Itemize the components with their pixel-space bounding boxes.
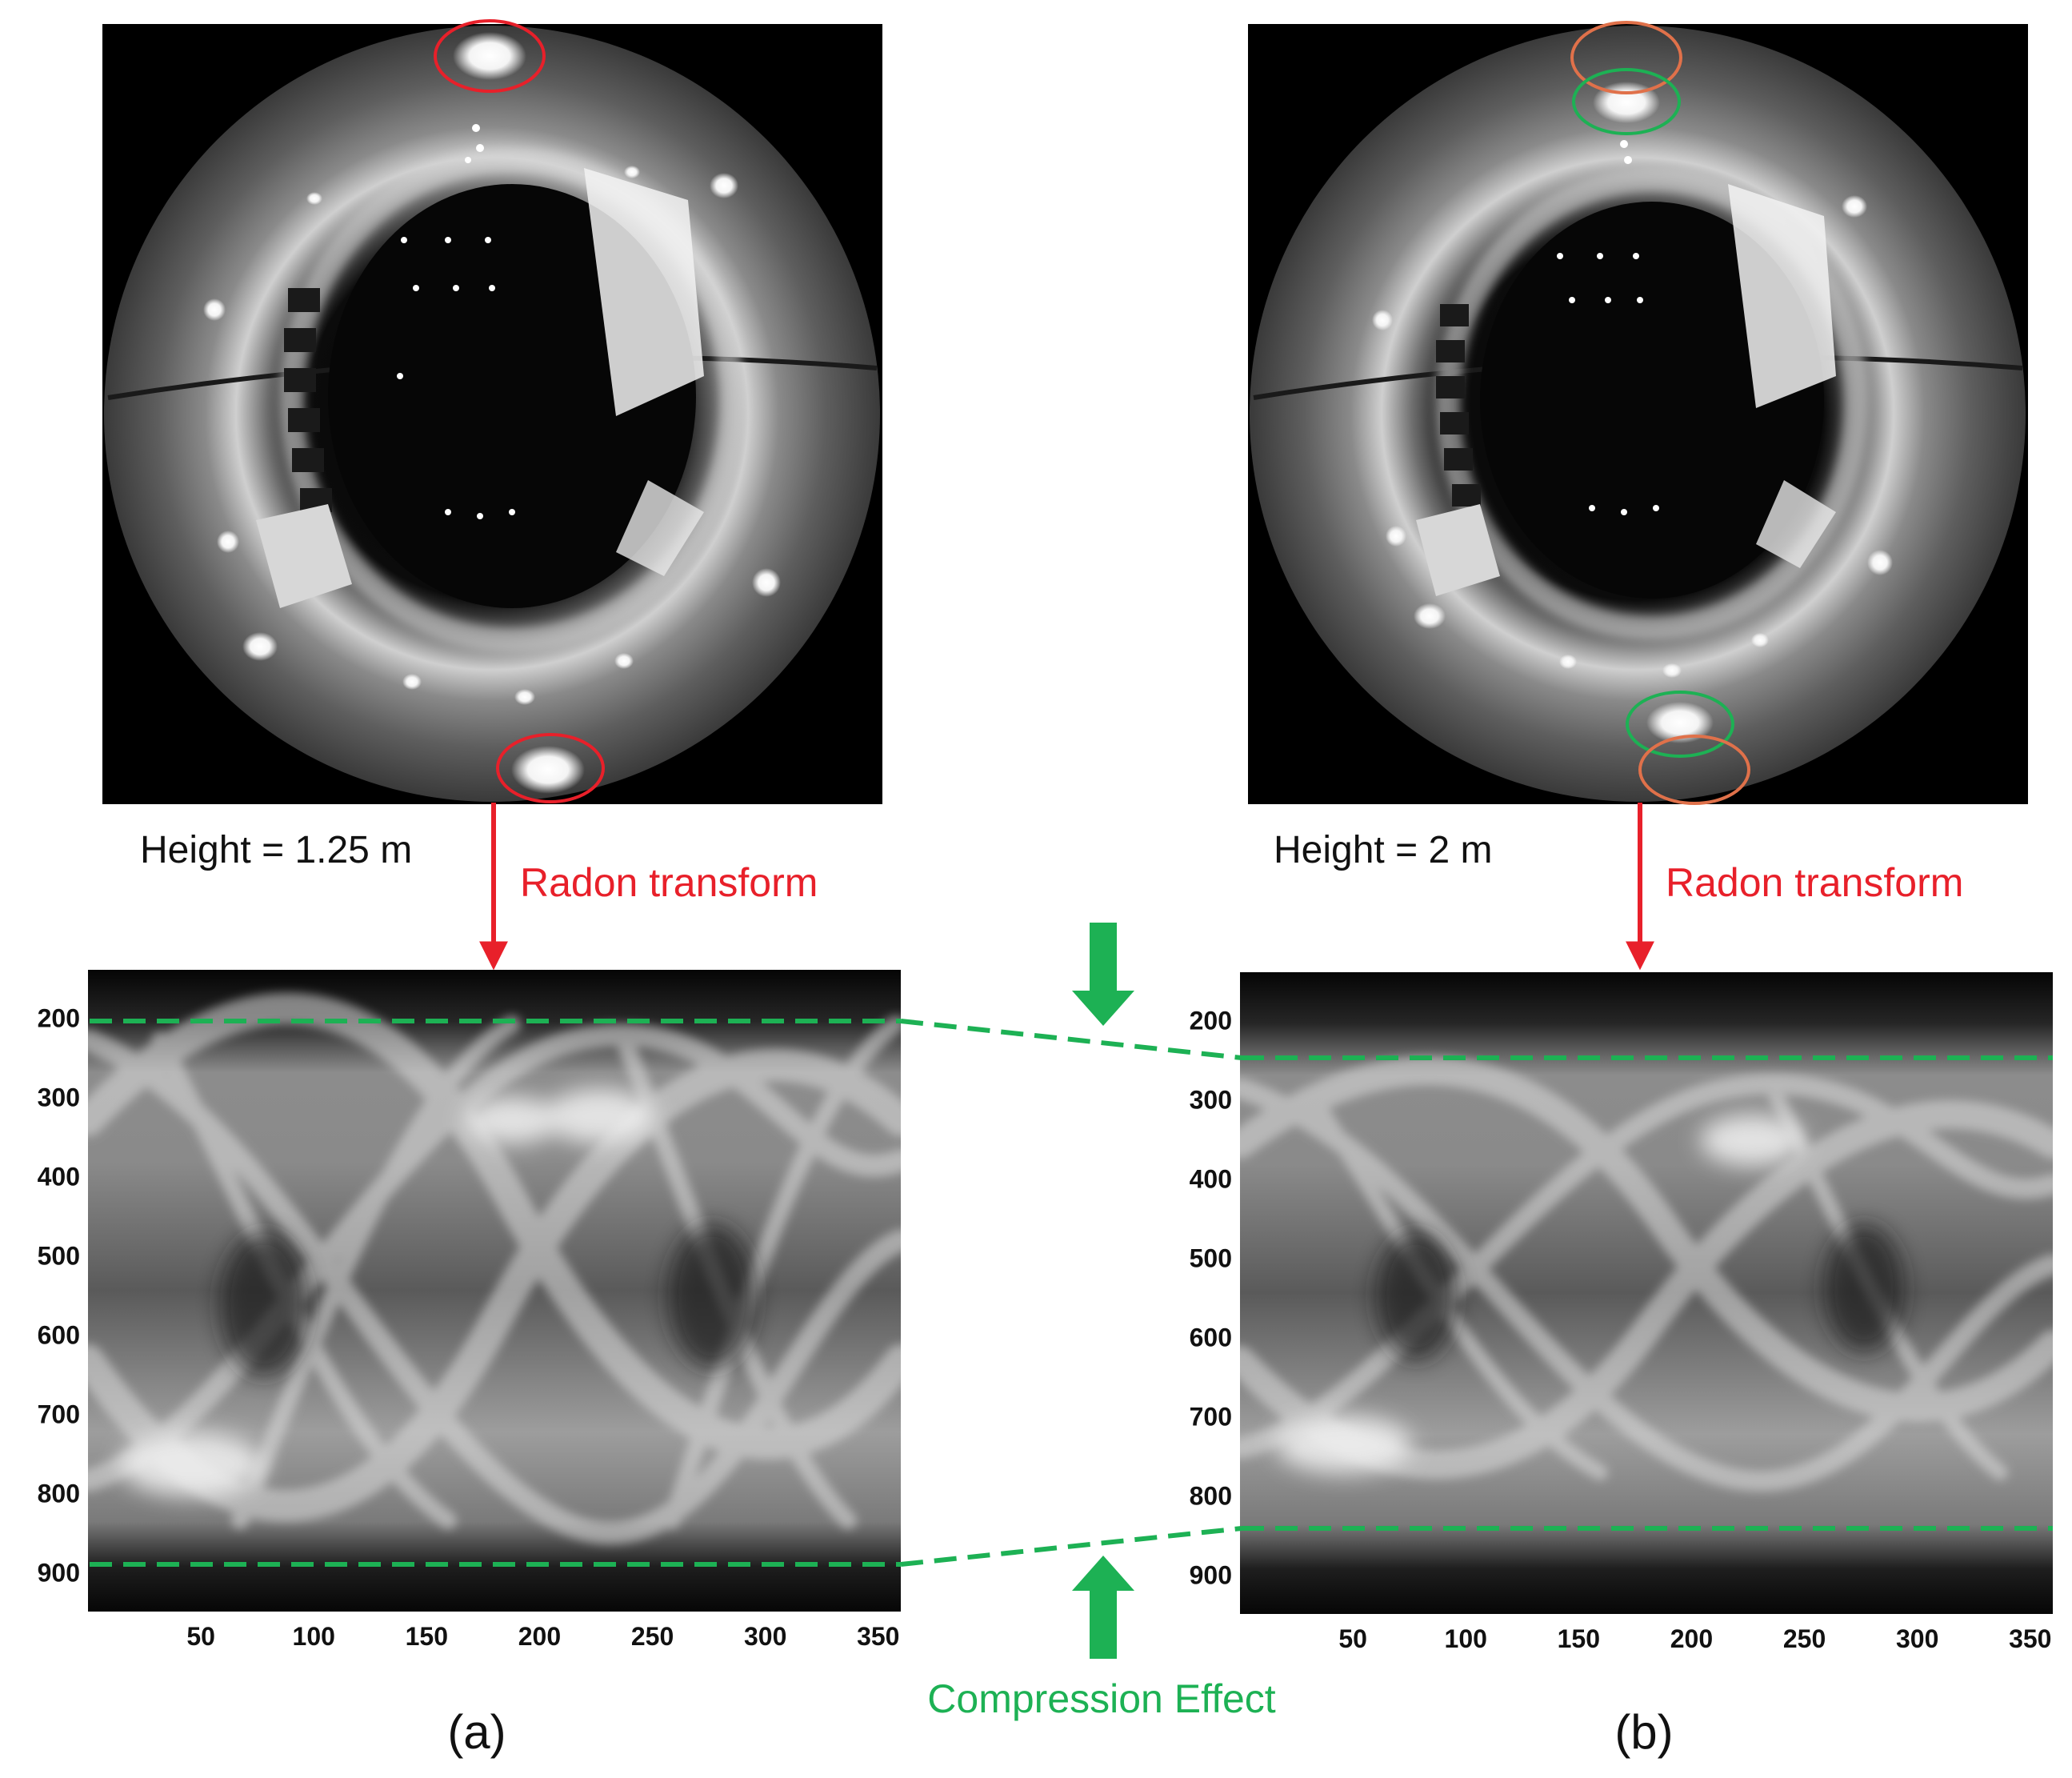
- compression-arrow-down: [1072, 923, 1134, 1026]
- x-tick-label: 50: [186, 1622, 215, 1651]
- height-label-a: Height = 1.25 m: [140, 829, 412, 871]
- y-tick-label: 900: [38, 1558, 80, 1587]
- height-label-b: Height = 2 m: [1274, 829, 1492, 871]
- sinogram-a: [88, 970, 901, 1612]
- y-tick-label: 200: [1190, 1006, 1232, 1035]
- y-tick-label: 300: [1190, 1085, 1232, 1114]
- y-tick-label: 900: [1190, 1560, 1232, 1589]
- x-tick-label: 300: [1896, 1624, 1938, 1653]
- new-position-circle-bottom-b: [1626, 691, 1734, 758]
- y-tick-label: 400: [38, 1162, 80, 1191]
- x-tick-label: 150: [1558, 1624, 1600, 1653]
- fisheye-image-b: [1248, 24, 2028, 804]
- upper-boundary-connector: [900, 1019, 1242, 1060]
- compression-guides: [90, 1019, 2053, 1567]
- caption-b: (b): [1614, 1705, 1673, 1759]
- y-tick-label: 800: [38, 1479, 80, 1508]
- x-tick-label: 200: [518, 1622, 561, 1651]
- y-tick-label: 500: [38, 1241, 80, 1270]
- radon-transform-label-a: Radon transform: [520, 860, 818, 905]
- sinogram-b: [1240, 972, 2053, 1614]
- y-tick-label: 700: [1190, 1402, 1232, 1431]
- fisheye-image-a: [102, 24, 882, 804]
- compression-arrow-up: [1072, 1556, 1134, 1659]
- x-tick-label: 350: [857, 1622, 899, 1651]
- y-tick-label: 600: [1190, 1323, 1232, 1352]
- x-tick-label: 300: [744, 1622, 786, 1651]
- x-tick-label: 250: [1783, 1624, 1826, 1653]
- y-tick-label: 800: [1190, 1481, 1232, 1510]
- y-tick-label: 500: [1190, 1243, 1232, 1272]
- y-tick-label: 300: [38, 1083, 80, 1111]
- x-tick-label: 200: [1670, 1624, 1713, 1653]
- new-position-circle-top-b: [1572, 68, 1681, 135]
- lower-boundary-connector: [900, 1526, 1242, 1567]
- old-position-circle-top-b: [1570, 21, 1682, 94]
- x-tick-label: 100: [1445, 1624, 1487, 1653]
- x-tick-label: 50: [1338, 1624, 1367, 1653]
- y-tick-label: 400: [1190, 1164, 1232, 1193]
- highlight-circle-top-a: [434, 19, 546, 93]
- y-tick-label: 700: [38, 1400, 80, 1428]
- caption-a: (a): [447, 1705, 506, 1759]
- x-tick-label: 150: [406, 1622, 448, 1651]
- x-tick-label: 350: [2009, 1624, 2051, 1653]
- y-tick-label: 600: [38, 1320, 80, 1349]
- x-tick-label: 100: [293, 1622, 335, 1651]
- old-position-circle-bottom-b: [1638, 735, 1750, 805]
- sinogram-axes-b: 200 300 400 500 600 700 800 900 50 100 150 200 250 30…: [1190, 1006, 2052, 1653]
- compression-effect-label: Compression Effect: [927, 1676, 1275, 1721]
- sinogram-axes-a: 200 300 400 500 600 700 800 900 50 100 150 200 250 30…: [38, 1003, 900, 1651]
- radon-transform-label-b: Radon transform: [1666, 860, 1963, 905]
- x-tick-label: 250: [631, 1622, 674, 1651]
- y-tick-label: 200: [38, 1003, 80, 1032]
- highlight-circle-bottom-a: [496, 733, 605, 803]
